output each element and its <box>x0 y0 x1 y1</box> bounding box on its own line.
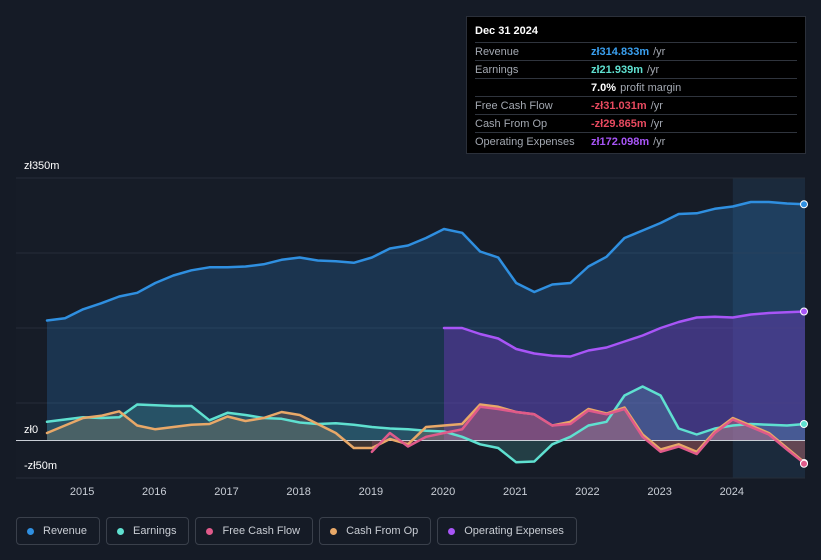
x-tick-label: 2023 <box>647 486 671 498</box>
tooltip-earnings-value: zł21.939m <box>591 63 643 76</box>
legend-revenue[interactable]: Revenue <box>16 517 101 545</box>
legend-label: Earnings <box>133 525 177 537</box>
tooltip-label: Operating Expenses <box>475 135 575 148</box>
legend-dot-icon <box>206 527 214 535</box>
y-axis-zero-label: zł0 <box>24 424 39 436</box>
tooltip-row-margin: 7.0% profit margin <box>475 79 797 97</box>
tooltip-row-fcf: Free Cash Flow -zł31.031m /yr <box>475 97 797 115</box>
free-cash-flow-area <box>371 406 805 464</box>
operating-expenses-end-marker <box>800 307 808 316</box>
tooltip-label: Cash From Op <box>475 117 548 130</box>
tooltip-unit: /yr <box>646 63 660 76</box>
legend-label: Revenue <box>43 525 88 537</box>
tooltip-date: Dec 31 2024 <box>475 25 797 43</box>
tooltip-opex-value: zł172.098m <box>591 135 650 148</box>
revenue-end-marker <box>800 200 808 209</box>
chart-area: 2015 2016 2017 2018 2019 2020 2021 2022 2023 2024 <box>16 177 808 498</box>
legend-label: Free Cash Flow <box>222 525 301 537</box>
operating-expenses-line <box>442 310 807 358</box>
tooltip-margin-text: profit margin <box>620 81 682 94</box>
earnings-line <box>45 385 807 464</box>
revenue-line <box>45 200 807 322</box>
tooltip-cfo-value: -zł29.865m <box>591 117 647 130</box>
legend-label: Operating Expenses <box>464 525 564 537</box>
revenue-area <box>47 202 805 441</box>
tooltip-unit: /yr <box>653 135 666 148</box>
tooltip-revenue-value: zł314.833m <box>591 45 650 58</box>
tooltip-label: Earnings <box>475 63 519 76</box>
x-tick-label: 2024 <box>720 486 744 498</box>
x-tick-label: 2017 <box>214 486 238 498</box>
y-axis-bottom-label: -zł50m <box>24 460 58 472</box>
legend-free-cash-flow[interactable]: Free Cash Flow <box>195 517 314 545</box>
free-cash-flow-end-marker <box>800 459 808 468</box>
tooltip-margin-value: 7.0% <box>591 81 617 94</box>
x-tick-label: 2016 <box>142 486 166 498</box>
x-tick-label: 2022 <box>575 486 599 498</box>
tooltip-fcf-value: -zł31.031m <box>591 99 647 112</box>
legend-dot-icon <box>448 527 456 535</box>
legend-operating-expenses[interactable]: Operating Expenses <box>437 517 577 545</box>
x-tick-label: 2020 <box>431 486 455 498</box>
tooltip-row-cfo: Cash From Op -zł29.865m /yr <box>475 115 797 133</box>
legend-dot-icon <box>330 527 338 535</box>
tooltip-row-opex: Operating Expenses zł172.098m /yr <box>475 133 797 150</box>
legend-label: Cash From Op <box>346 525 419 537</box>
x-tick-label: 2015 <box>70 486 94 498</box>
tooltip-unit: /yr <box>653 45 666 58</box>
legend-earnings[interactable]: Earnings <box>106 517 190 545</box>
legend-dot-icon <box>117 527 125 535</box>
data-tooltip: Dec 31 2024 Revenue zł314.833m /yr Earni… <box>466 16 806 154</box>
earnings-end-marker <box>800 420 808 428</box>
legend-cash-from-op[interactable]: Cash From Op <box>319 517 432 545</box>
tooltip-label: Revenue <box>475 45 520 58</box>
operating-expenses-area <box>444 311 805 441</box>
y-axis-top-label: zł350m <box>24 160 60 172</box>
tooltip-row-earnings: Earnings zł21.939m /yr <box>475 61 797 79</box>
tooltip-label: Free Cash Flow <box>475 99 553 112</box>
tooltip-row-revenue: Revenue zł314.833m /yr <box>475 43 797 61</box>
legend-dot-icon <box>27 527 34 535</box>
x-tick-label: 2018 <box>286 486 310 498</box>
x-tick-label: 2021 <box>503 486 527 498</box>
legend: Revenue Earnings Free Cash Flow Cash Fro… <box>16 517 577 545</box>
x-tick-label: 2019 <box>359 486 383 498</box>
tooltip-unit: /yr <box>650 99 663 112</box>
free-cash-flow-line <box>370 405 807 466</box>
tooltip-unit: /yr <box>650 117 663 130</box>
cash-from-op-line <box>45 403 807 465</box>
